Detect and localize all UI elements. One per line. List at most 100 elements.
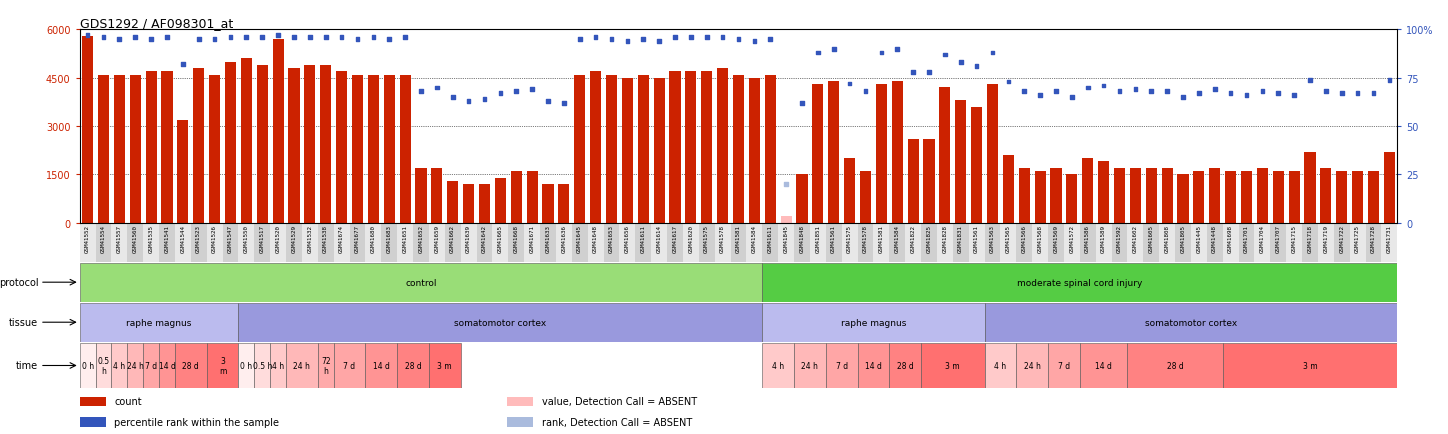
Bar: [527, 172, 537, 223]
Bar: [1034, 172, 1045, 223]
Point: [520, 87, 543, 94]
Bar: [733, 76, 744, 223]
Point: [442, 94, 465, 101]
Point: [1331, 91, 1354, 98]
Text: GSM41828: GSM41828: [943, 224, 947, 252]
Bar: [1365, 223, 1381, 262]
Bar: [794, 223, 809, 262]
Point: [266, 33, 290, 39]
Text: GSM41718: GSM41718: [1308, 224, 1312, 252]
Point: [187, 36, 210, 43]
Bar: [239, 343, 255, 388]
Text: GSM41719: GSM41719: [1323, 224, 1328, 252]
Point: [123, 35, 146, 42]
Bar: [1160, 223, 1176, 262]
Point: [934, 52, 957, 59]
Bar: [540, 223, 556, 262]
Text: 7 d: 7 d: [343, 361, 356, 370]
Text: GSM41648: GSM41648: [594, 224, 598, 252]
Point: [1267, 91, 1290, 98]
Point: [1235, 92, 1258, 99]
Bar: [889, 223, 905, 262]
Text: GSM41448: GSM41448: [1212, 224, 1218, 252]
Bar: [1270, 223, 1286, 262]
Text: GSM41680: GSM41680: [371, 224, 376, 252]
Point: [282, 35, 306, 42]
Point: [362, 35, 385, 42]
Bar: [588, 223, 604, 262]
Bar: [699, 223, 715, 262]
Point: [505, 89, 529, 95]
Text: 24 h: 24 h: [294, 361, 310, 370]
Point: [1299, 77, 1322, 84]
Bar: [812, 85, 824, 223]
Point: [1012, 89, 1035, 95]
Bar: [191, 223, 207, 262]
Text: 4 h: 4 h: [995, 361, 1006, 370]
Text: GSM41722: GSM41722: [1339, 224, 1344, 252]
Text: GSM41645: GSM41645: [578, 224, 582, 252]
Text: GSM41808: GSM41808: [1164, 224, 1170, 252]
Text: GSM41552: GSM41552: [85, 224, 90, 252]
Bar: [127, 223, 143, 262]
Text: GSM41602: GSM41602: [1132, 224, 1138, 252]
Point: [489, 91, 513, 98]
Bar: [715, 223, 731, 262]
Bar: [80, 417, 106, 427]
Text: somatomotor cortex: somatomotor cortex: [455, 318, 546, 327]
Bar: [988, 85, 998, 223]
Bar: [1350, 223, 1365, 262]
Bar: [495, 178, 505, 223]
Bar: [223, 223, 239, 262]
Bar: [1048, 223, 1064, 262]
Bar: [384, 76, 395, 223]
Text: GSM41566: GSM41566: [1022, 224, 1027, 252]
Point: [536, 98, 559, 105]
Point: [1251, 89, 1274, 95]
Text: GSM41520: GSM41520: [275, 224, 281, 252]
Text: rank, Detection Call = ABSENT: rank, Detection Call = ABSENT: [542, 417, 692, 427]
Text: 14 d: 14 d: [158, 361, 175, 370]
Text: GSM41611: GSM41611: [767, 224, 773, 252]
Point: [568, 36, 591, 43]
Bar: [239, 223, 255, 262]
Bar: [1144, 223, 1160, 262]
Bar: [1016, 343, 1048, 388]
Text: 3 m: 3 m: [437, 361, 452, 370]
Bar: [604, 223, 620, 262]
Bar: [1128, 223, 1144, 262]
Text: GSM41704: GSM41704: [1260, 224, 1266, 252]
Text: GSM41445: GSM41445: [1196, 224, 1202, 252]
Text: raphe magnus: raphe magnus: [841, 318, 906, 327]
Text: GSM41825: GSM41825: [927, 224, 931, 252]
Point: [996, 79, 1019, 86]
Bar: [717, 69, 728, 223]
Bar: [844, 159, 856, 223]
Point: [473, 96, 497, 103]
Text: GSM41636: GSM41636: [562, 224, 566, 252]
Bar: [809, 223, 825, 262]
Point: [1060, 94, 1083, 101]
Bar: [224, 62, 236, 223]
Point: [695, 35, 718, 42]
Bar: [1368, 172, 1378, 223]
Text: 14 d: 14 d: [1095, 361, 1112, 370]
Text: GSM41554: GSM41554: [101, 224, 106, 252]
Text: GSM41584: GSM41584: [895, 224, 899, 252]
Text: GSM41728: GSM41728: [1371, 224, 1376, 252]
Text: GSM41639: GSM41639: [466, 224, 471, 252]
Point: [1219, 91, 1242, 98]
Bar: [972, 108, 982, 223]
Text: GSM41575: GSM41575: [704, 224, 710, 252]
Bar: [841, 223, 857, 262]
Bar: [746, 223, 762, 262]
Bar: [543, 184, 553, 223]
Point: [1044, 89, 1067, 95]
Text: GSM41578: GSM41578: [863, 224, 867, 252]
Text: GSM41569: GSM41569: [1054, 224, 1058, 252]
Point: [870, 50, 893, 57]
Text: 24 h: 24 h: [127, 361, 143, 370]
Bar: [130, 76, 140, 223]
Point: [902, 69, 925, 76]
Text: 14 d: 14 d: [864, 361, 882, 370]
